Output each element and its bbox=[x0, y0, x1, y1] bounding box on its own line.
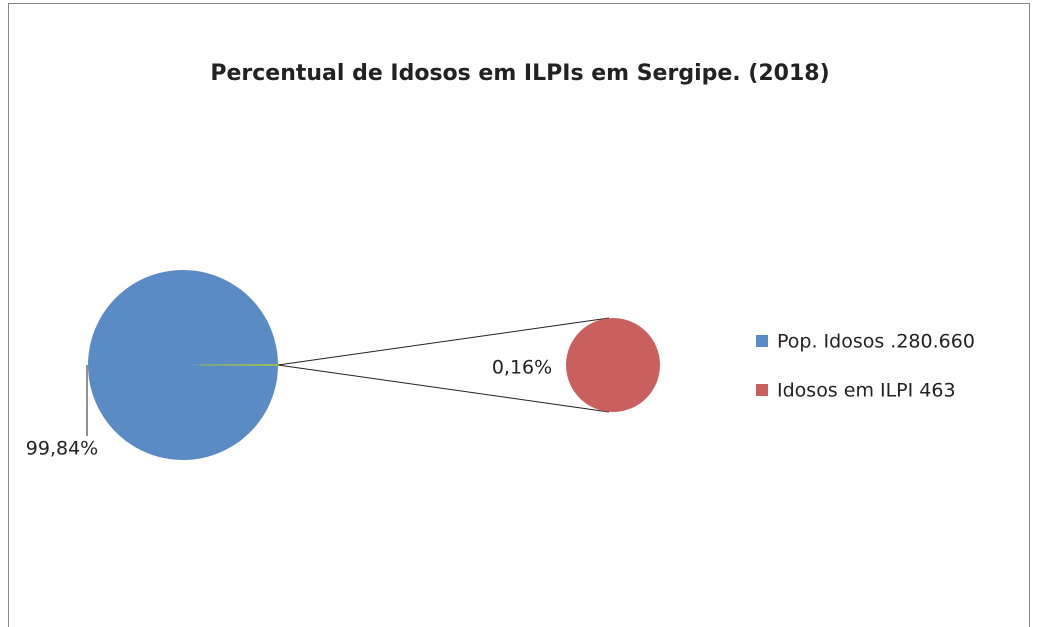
legend-swatch bbox=[756, 384, 768, 396]
data-label: 99,84% bbox=[26, 438, 98, 460]
data-label: 0,16% bbox=[492, 357, 552, 379]
pie-slice bbox=[199, 364, 279, 366]
legend-swatch bbox=[756, 335, 768, 347]
legend-label: Idosos em ILPI 463 bbox=[777, 380, 956, 402]
connector-line bbox=[277, 364, 610, 413]
pie-slice bbox=[88, 270, 278, 460]
secondary-pie bbox=[566, 318, 660, 412]
legend-label: Pop. Idosos .280.660 bbox=[777, 331, 975, 353]
connector-line bbox=[277, 317, 610, 366]
chart-title: Percentual de Idosos em ILPIs em Sergipe… bbox=[210, 61, 829, 86]
